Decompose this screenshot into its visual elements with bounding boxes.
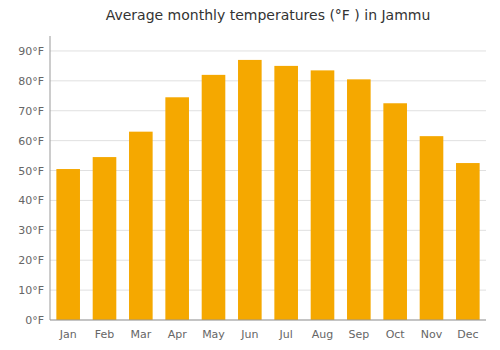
x-tick-label: Jun xyxy=(240,328,258,341)
x-axis-line xyxy=(50,320,486,321)
y-tick-label: 80°F xyxy=(18,75,44,88)
y-tick-label: 10°F xyxy=(18,284,44,297)
bars xyxy=(56,60,479,320)
y-axis-line xyxy=(50,36,51,320)
x-tick-label: Aug xyxy=(312,328,333,341)
y-tick-label: 90°F xyxy=(18,45,44,58)
bar xyxy=(165,97,189,320)
bar xyxy=(347,79,371,320)
bar xyxy=(311,70,335,320)
x-tick-label: May xyxy=(202,328,225,341)
bar xyxy=(420,136,444,320)
bar xyxy=(274,66,298,320)
y-tick-label: 20°F xyxy=(18,254,44,267)
bar xyxy=(238,60,262,320)
y-tick-label: 40°F xyxy=(18,194,44,207)
x-tick-label: Jan xyxy=(59,328,77,341)
x-tick-label: Feb xyxy=(95,328,114,341)
grid-line xyxy=(50,50,486,51)
x-tick-label: Sep xyxy=(348,328,369,341)
title: Average monthly temperatures (°F ) in Ja… xyxy=(106,7,431,23)
grid-line xyxy=(50,110,486,111)
y-tick-label: 50°F xyxy=(18,165,44,178)
x-tick-label: Dec xyxy=(457,328,478,341)
bar xyxy=(93,157,117,320)
chart-container: Average monthly temperatures (°F ) in Ja… xyxy=(0,0,500,350)
chart-svg: Average monthly temperatures (°F ) in Ja… xyxy=(0,0,500,350)
bar xyxy=(202,75,226,320)
y-tick-label: 30°F xyxy=(18,224,44,237)
grid-line xyxy=(50,320,486,321)
bar xyxy=(383,103,407,320)
bar xyxy=(129,132,153,320)
x-tick-label: Nov xyxy=(421,328,443,341)
bar xyxy=(456,163,480,320)
y-tick-label: 60°F xyxy=(18,135,44,148)
x-tick-label: Oct xyxy=(386,328,406,341)
grid-line xyxy=(50,80,486,81)
x-tick-label: Mar xyxy=(130,328,151,341)
y-tick-label: 70°F xyxy=(18,105,44,118)
x-tick-label: Apr xyxy=(168,328,188,341)
y-tick-label: 0°F xyxy=(25,314,44,327)
x-tick-label: Jul xyxy=(279,328,293,341)
bar xyxy=(56,169,80,320)
